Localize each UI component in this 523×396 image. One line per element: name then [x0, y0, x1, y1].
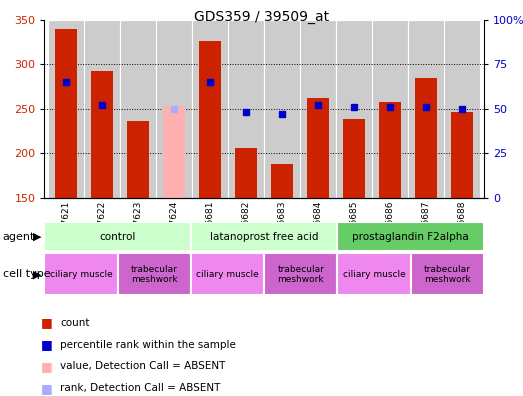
- Bar: [271, 164, 293, 198]
- Bar: [191, 222, 337, 251]
- Bar: [55, 29, 77, 198]
- Bar: [300, 20, 336, 198]
- Bar: [192, 20, 228, 198]
- Text: ■: ■: [41, 360, 53, 373]
- Bar: [337, 253, 411, 295]
- Text: agent: agent: [3, 232, 35, 242]
- Text: value, Detection Call = ABSENT: value, Detection Call = ABSENT: [60, 361, 225, 371]
- Text: ciliary muscle: ciliary muscle: [343, 270, 405, 279]
- Bar: [44, 222, 191, 251]
- Text: ■: ■: [41, 382, 53, 394]
- Bar: [84, 20, 120, 198]
- Bar: [48, 20, 84, 198]
- Bar: [308, 98, 329, 198]
- Text: ciliary muscle: ciliary muscle: [50, 270, 112, 279]
- Text: trabecular
meshwork: trabecular meshwork: [131, 265, 178, 284]
- Bar: [379, 102, 401, 198]
- Bar: [337, 222, 484, 251]
- Bar: [451, 112, 473, 198]
- Text: ciliary muscle: ciliary muscle: [196, 270, 259, 279]
- Bar: [127, 121, 149, 198]
- Text: ▶: ▶: [33, 269, 42, 279]
- Bar: [343, 119, 365, 198]
- Text: GDS359 / 39509_at: GDS359 / 39509_at: [194, 10, 329, 24]
- Bar: [163, 106, 185, 198]
- Bar: [408, 20, 444, 198]
- Bar: [372, 20, 408, 198]
- Text: ■: ■: [41, 338, 53, 351]
- Text: trabecular
meshwork: trabecular meshwork: [277, 265, 324, 284]
- Text: trabecular
meshwork: trabecular meshwork: [424, 265, 471, 284]
- Text: ■: ■: [41, 316, 53, 329]
- Bar: [156, 20, 192, 198]
- Text: latanoprost free acid: latanoprost free acid: [210, 232, 319, 242]
- Text: percentile rank within the sample: percentile rank within the sample: [60, 339, 236, 350]
- Bar: [118, 253, 191, 295]
- Text: control: control: [99, 232, 136, 242]
- Bar: [228, 20, 264, 198]
- Bar: [264, 253, 337, 295]
- Bar: [120, 20, 156, 198]
- Text: prostaglandin F2alpha: prostaglandin F2alpha: [352, 232, 469, 242]
- Bar: [44, 253, 118, 295]
- Bar: [444, 20, 480, 198]
- Text: count: count: [60, 318, 89, 328]
- Text: rank, Detection Call = ABSENT: rank, Detection Call = ABSENT: [60, 383, 221, 393]
- Text: ▶: ▶: [33, 232, 42, 242]
- Bar: [235, 148, 257, 198]
- Bar: [415, 78, 437, 198]
- Bar: [411, 253, 484, 295]
- Bar: [191, 253, 264, 295]
- Bar: [336, 20, 372, 198]
- Bar: [264, 20, 300, 198]
- Text: cell type: cell type: [3, 269, 50, 279]
- Bar: [199, 41, 221, 198]
- Bar: [92, 70, 113, 198]
